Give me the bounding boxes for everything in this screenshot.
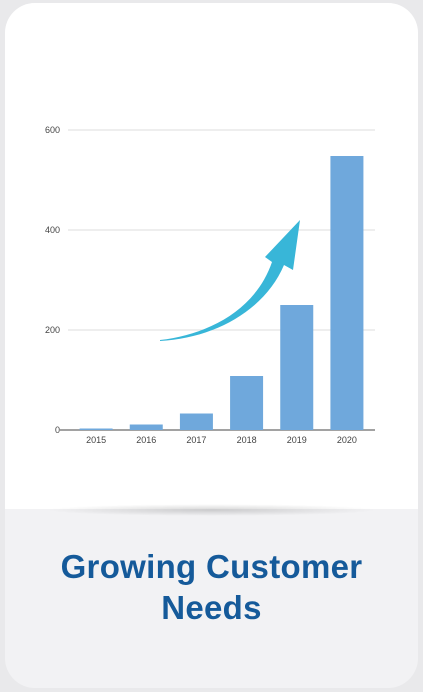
- bar-2020: [330, 156, 364, 430]
- y-tick-label: 0: [55, 425, 60, 435]
- x-tick-label: 2020: [337, 435, 357, 445]
- gridlines: [60, 129, 375, 431]
- bar-2019: [280, 305, 314, 430]
- panel-shadow: [45, 504, 378, 516]
- card-title-line1: Growing Customer: [60, 548, 363, 585]
- card-title-line2: Needs: [161, 589, 262, 626]
- y-tick-label: 600: [45, 125, 60, 135]
- bar-2017: [179, 413, 213, 430]
- bar-2016: [129, 424, 163, 430]
- x-tick-label: 2019: [287, 435, 307, 445]
- trend-arrow-icon: [160, 220, 300, 341]
- card-title: Growing Customer Needs: [5, 546, 418, 628]
- y-tick-label: 200: [45, 325, 60, 335]
- bars: [79, 156, 364, 430]
- x-tick-label: 2018: [237, 435, 257, 445]
- bar-2015: [79, 428, 113, 430]
- x-tick-labels: 2015 2016 2017 2018 2019 2020: [86, 435, 357, 445]
- y-tick-label: 400: [45, 225, 60, 235]
- x-tick-label: 2015: [86, 435, 106, 445]
- x-tick-label: 2016: [136, 435, 156, 445]
- bar-2018: [230, 376, 264, 430]
- x-tick-label: 2017: [186, 435, 206, 445]
- y-tick-labels: 0 200 400 600: [45, 125, 60, 435]
